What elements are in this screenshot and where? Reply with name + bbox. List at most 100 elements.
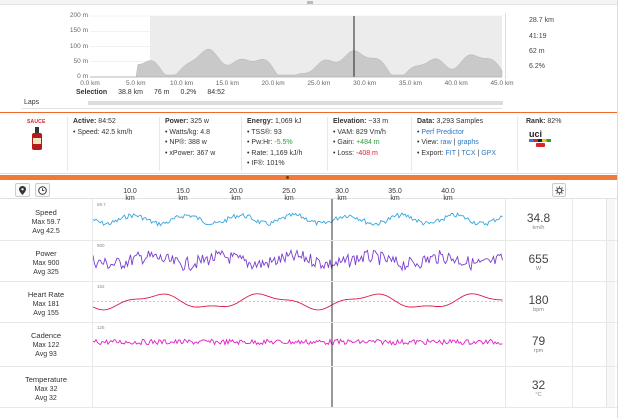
streams-left-border — [92, 199, 93, 407]
stream-label-3: Cadence Max 122 Avg 93 — [0, 331, 92, 360]
elevation-y-tick: 100 m — [69, 42, 88, 50]
stream-name: Speed — [35, 208, 57, 217]
streams-right-border — [505, 199, 506, 407]
divider-grip-icon[interactable] — [286, 176, 289, 179]
stream-name: Power — [35, 249, 57, 258]
streams-x-tick: 15.0 km — [176, 188, 190, 202]
stream-value-4: 32 °C — [505, 378, 572, 399]
uci-badge-icon[interactable]: uci — [529, 130, 551, 148]
elevation-x-tick: 10.0 km — [169, 80, 194, 87]
stream-max: Max 32 — [34, 385, 58, 393]
window-border — [617, 0, 618, 418]
view-raw-link[interactable]: raw — [440, 139, 452, 146]
power-column: Power: 325 w • Watts/kg: 4.8 • NP®: 388 … — [159, 117, 239, 171]
stream-value-0: 34.8 km/h — [505, 211, 572, 232]
stream-line-2 — [93, 293, 503, 311]
stream-name: Heart Rate — [27, 290, 65, 299]
stream-avg: Avg 325 — [33, 269, 59, 276]
stream-scale-top: 125 — [97, 325, 105, 330]
energy-total: 1,069 kJ — [275, 118, 302, 125]
selection-label: Selection — [76, 89, 108, 96]
elevation-heading: Elevation: — [333, 118, 367, 125]
watts-kg-stat: • Watts/kg: 4.8 — [165, 128, 210, 136]
np-stat: • NP®: 388 w — [165, 139, 207, 146]
stream-row-separator — [0, 281, 617, 282]
elevation-x-tick: 15.0 km — [215, 80, 239, 87]
map-pin-icon — [19, 185, 26, 195]
stat-elevation: 62 m — [529, 48, 545, 55]
laps-bar[interactable] — [88, 101, 503, 105]
settings-button[interactable] — [552, 183, 566, 197]
stat-time: 41:19 — [529, 33, 547, 40]
elevation-column: Elevation: ~33 m • VAM: 829 Vm/h • Gain:… — [327, 117, 409, 171]
power-heading: Power: — [165, 118, 189, 125]
data-samples: 3,293 Samples — [436, 118, 484, 125]
power-avg: 325 w — [190, 118, 209, 125]
stream-label-1: Power Max 900 Avg 325 — [0, 249, 92, 278]
streams-scrollbar[interactable] — [606, 199, 615, 407]
rank-column: Rank: 82% uci — [517, 117, 615, 171]
stream-unit: rpm — [533, 348, 544, 354]
active-heading: Active: — [73, 118, 97, 125]
data-column: Data: 3,293 Samples • Perf Predictor • V… — [411, 117, 515, 171]
pw-hr-stat: • Pw:Hr: -5.5% — [247, 138, 325, 149]
tss-stat: • TSS®: 93 — [247, 128, 282, 136]
top-resize-bar[interactable] — [0, 0, 617, 5]
pw-hr-value: -5.5% — [274, 139, 293, 146]
energy-heading: Energy: — [247, 118, 274, 125]
stream-current-value: 32 — [531, 378, 546, 392]
active-column: Active: 84:52 • Speed: 42.5 km/h — [67, 117, 159, 171]
stream-row-separator — [0, 240, 617, 241]
laps-label: Laps — [24, 99, 40, 106]
elevation-chart[interactable] — [0, 8, 505, 86]
stream-row-separator — [0, 322, 617, 323]
stat-distance: 28.7 km — [529, 17, 554, 24]
export-gpx-link[interactable]: GPX — [481, 149, 497, 157]
time-axis-button[interactable] — [35, 183, 50, 197]
selection-elevation: 76 m — [153, 89, 170, 96]
rank-heading: Rank: — [526, 118, 546, 125]
selection-grade: 0.2% — [180, 89, 197, 96]
stream-current-value: 34.8 — [526, 211, 551, 225]
sauce-bottle-icon — [32, 127, 42, 150]
stream-value-1: 655 W — [505, 253, 572, 273]
speed-stat: • Speed: 42.5 km/h — [73, 128, 133, 136]
perf-predictor-row: • Perf Predictor — [417, 128, 465, 136]
activity-info-panel: SAUCE Active: 84:52 • Speed: 42.5 km/h P… — [0, 112, 617, 174]
panel-resize-divider[interactable] — [0, 175, 617, 180]
location-pin-button[interactable] — [15, 183, 30, 197]
streams-x-tick: 35.0 km — [388, 188, 402, 202]
selection-summary: Selection 38.8 km 76 m 0.2% 84:52 — [76, 89, 234, 96]
stream-max: Max 181 — [32, 300, 60, 308]
streams-x-tick: 40.0 km — [441, 188, 455, 202]
view-graphs-link[interactable]: graphs — [457, 139, 479, 146]
sauce-logo-text: SAUCE — [27, 119, 46, 125]
stream-scale-top: 59.7 — [97, 202, 106, 207]
elevation-x-tick: 30.0 km — [353, 80, 377, 87]
export-fit-link[interactable]: FIT — [445, 149, 456, 157]
view-row: • View: raw | graphs — [417, 138, 515, 149]
stream-scale-top: 900 — [97, 243, 105, 248]
stream-max: Max 59.7 — [31, 218, 61, 226]
stream-value-3: 79 rpm — [505, 335, 572, 355]
elevation-x-tick: 40.0 km — [444, 80, 468, 87]
vam-stat: • VAM: 829 Vm/h — [333, 128, 386, 136]
elevation-x-tick: 45.0 km — [490, 80, 514, 87]
active-time: 84:52 — [98, 118, 116, 125]
uci-badge-text: uci — [529, 129, 543, 139]
stream-avg: Avg 93 — [35, 351, 57, 358]
streams-chart-area[interactable] — [93, 199, 505, 407]
stream-unit: W — [535, 266, 542, 272]
xpower-stat: • xPower: 367 w — [165, 149, 216, 157]
elevation-y-tick: 150 m — [69, 27, 88, 35]
streams-bottom-border — [0, 407, 617, 408]
perf-predictor-link[interactable]: Perf Predictor — [421, 128, 465, 136]
export-row: • Export: FIT | TCX | GPX — [417, 149, 497, 157]
selection-time: 84:52 — [207, 89, 225, 96]
stream-unit: km/h — [532, 225, 545, 231]
elevation-avg: ~33 m — [368, 118, 389, 125]
values-right-border — [572, 199, 573, 407]
resize-grip-icon[interactable] — [307, 1, 313, 4]
streams-x-tick: 20.0 km — [229, 188, 243, 202]
export-tcx-link[interactable]: TCX — [461, 149, 476, 157]
